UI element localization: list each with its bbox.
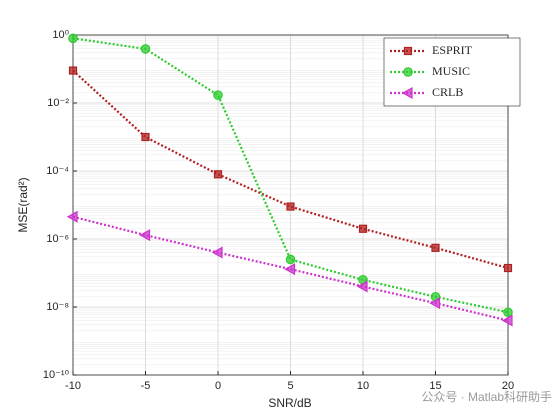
y-tick-label: 10⁰ — [52, 29, 69, 41]
y-tick-label: 10⁻⁶ — [46, 233, 69, 245]
data-point — [431, 243, 440, 252]
legend-label: CRLB — [432, 85, 463, 99]
x-tick-label: 15 — [429, 380, 441, 392]
watermark: 公众号 · Matlab科研助手 — [421, 390, 552, 404]
data-point — [501, 314, 513, 327]
legend-marker — [403, 67, 413, 77]
x-tick-label: 10 — [357, 380, 369, 392]
data-point — [286, 202, 295, 211]
data-point — [285, 254, 296, 265]
x-tick-label: -10 — [65, 380, 81, 392]
x-tick-label: 20 — [502, 380, 514, 392]
x-tick-label: 0 — [215, 380, 221, 392]
data-point — [211, 246, 223, 259]
data-point — [140, 44, 151, 54]
data-point — [68, 33, 78, 44]
data-point — [284, 263, 296, 276]
data-point — [213, 170, 223, 179]
data-point — [358, 224, 368, 233]
data-point — [139, 229, 151, 242]
x-axis-label: SNR/dB — [268, 396, 311, 410]
x-tick-label: 5 — [287, 380, 293, 392]
x-tick-label: -5 — [141, 380, 151, 392]
legend-marker — [403, 46, 413, 56]
y-tick-label: 10⁻² — [47, 97, 69, 109]
axes-box — [72, 34, 509, 376]
data-point — [503, 263, 513, 273]
legend-marker — [401, 86, 413, 100]
legend-label: MUSIC — [432, 64, 470, 78]
data-point — [141, 132, 150, 142]
data-point — [503, 307, 513, 318]
legend-label: ESPRIT — [432, 43, 473, 57]
data-point — [429, 297, 441, 310]
data-point — [68, 66, 78, 75]
data-point — [66, 210, 78, 223]
data-point — [213, 90, 223, 100]
y-axis-label: MSE(rad²) — [16, 177, 30, 232]
y-tick-label: 10⁻¹⁰ — [43, 369, 70, 381]
y-tick-label: 10⁻⁸ — [46, 301, 69, 313]
data-point — [356, 280, 368, 293]
y-tick-label: 10⁻⁴ — [46, 165, 69, 177]
